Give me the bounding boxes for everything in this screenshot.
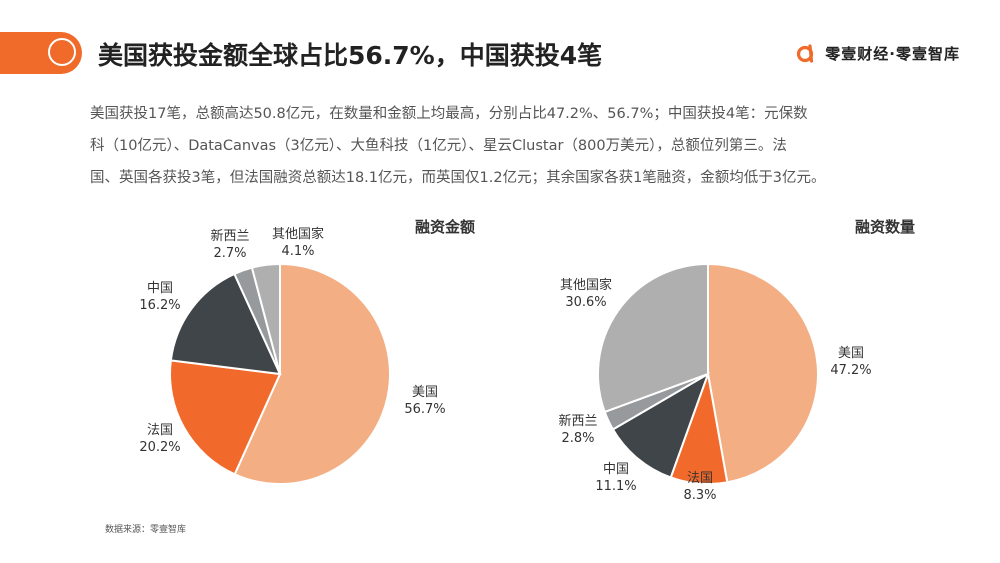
- slice-label: 其他国家: [560, 277, 612, 293]
- pie-slice-count-0: [707, 262, 819, 484]
- pie-slice-amount-2: [169, 272, 282, 376]
- summary-line: 国、英国各获投3笔，但法国融资总额达18.1亿元，而英国仅1.2亿元；其余国家各…: [90, 170, 826, 186]
- pie-slice-amount-4: [250, 262, 281, 375]
- slice-percent: 16.2%: [139, 298, 180, 313]
- slice-label: 法国: [147, 423, 173, 438]
- slice-percent: 56.7%: [404, 402, 445, 417]
- slice-label: 新西兰: [210, 228, 249, 244]
- slice-percent: 8.3%: [683, 488, 716, 503]
- slice-percent: 4.1%: [281, 244, 314, 259]
- pie-slice-count-4: [597, 262, 709, 414]
- brand-name: 零壹财经·零壹智库: [825, 44, 960, 63]
- slice-percent: 30.6%: [565, 295, 606, 310]
- slice-percent: 20.2%: [139, 440, 180, 455]
- brand-logo-icon: [797, 44, 814, 63]
- page-title: 美国获投金额全球占比56.7%，中国获投4笔: [98, 41, 603, 70]
- slice-label: 法国: [687, 471, 713, 486]
- data-source: 数据来源：零壹智库: [105, 525, 187, 535]
- slice-percent: 2.8%: [561, 431, 594, 446]
- slice-percent: 2.7%: [213, 246, 246, 261]
- chart-title: 融资金额: [415, 218, 475, 236]
- summary-text: 美国获投17笔，总额高达50.8亿元，在数量和金额上均最高，分别占比47.2%、…: [90, 98, 925, 194]
- slice-label: 美国: [838, 346, 864, 361]
- summary-line: 科（10亿元）、DataCanvas（3亿元）、大鱼科技（1亿元）、星云Clus…: [90, 138, 787, 154]
- slice-label: 新西兰: [558, 413, 597, 429]
- slice-percent: 11.1%: [595, 479, 636, 494]
- slice-label: 中国: [603, 462, 629, 477]
- summary-line: 美国获投17笔，总额高达50.8亿元，在数量和金额上均最高，分别占比47.2%、…: [90, 106, 808, 122]
- pie-slice-amount-1: [169, 359, 282, 476]
- title-decoration-icon: [0, 32, 82, 74]
- slice-label: 美国: [412, 385, 438, 400]
- pie-slice-count-2: [611, 371, 710, 479]
- pie-slice-amount-0: [233, 262, 391, 485]
- slice-percent: 47.2%: [830, 363, 871, 378]
- slice-label: 其他国家: [272, 226, 324, 242]
- chart-title: 融资数量: [855, 218, 915, 236]
- brand: 零壹财经·零壹智库: [795, 42, 960, 64]
- slice-label: 中国: [147, 281, 173, 296]
